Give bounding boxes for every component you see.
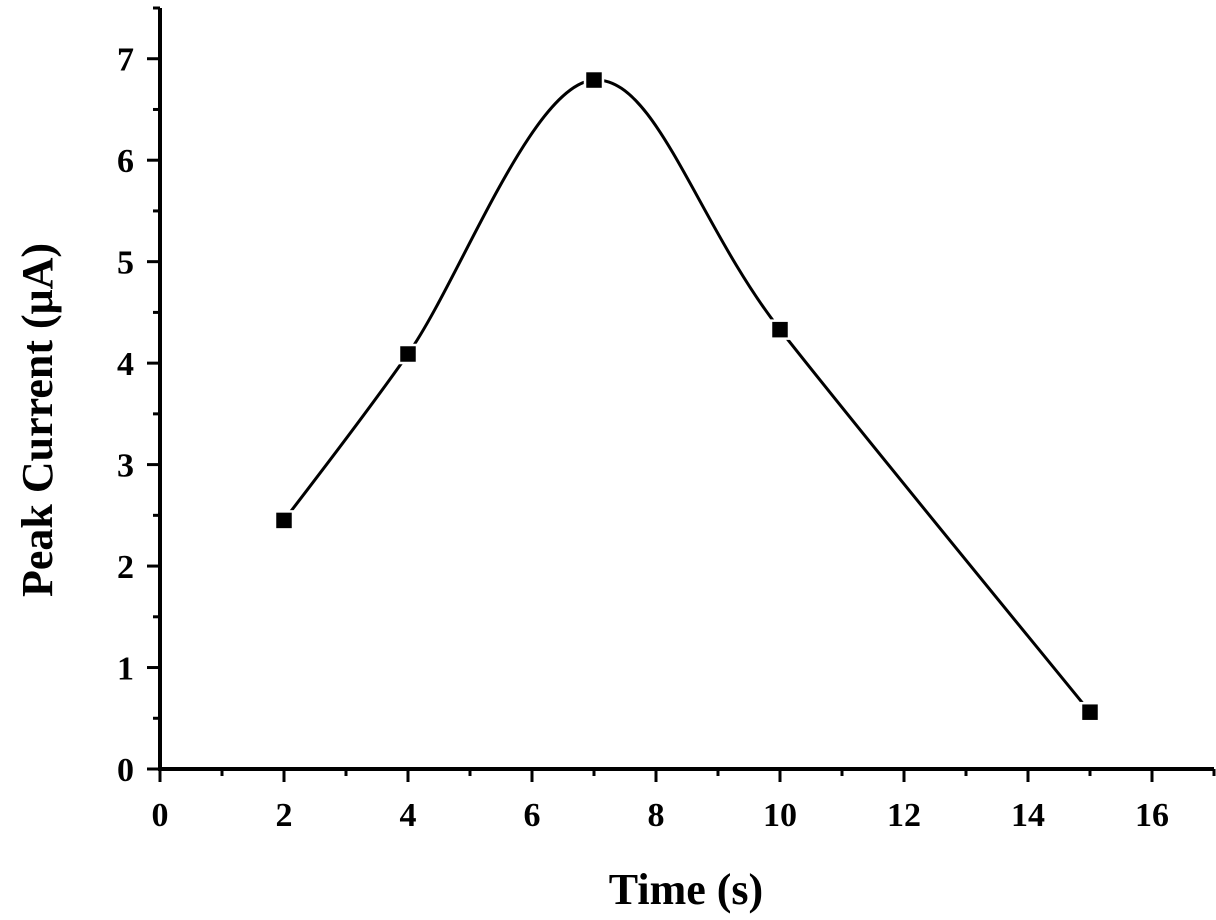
y-tick-label: 1 [117, 651, 134, 688]
data-point-marker [1079, 701, 1101, 723]
data-point-marker [583, 69, 605, 91]
x-axis-ticks: 0 2 4 6 8 10 12 14 16 [152, 769, 1216, 834]
y-tick-label: 0 [117, 752, 134, 789]
x-tick-label: 10 [763, 797, 797, 834]
data-point-marker [397, 343, 419, 365]
x-tick-label: 4 [400, 797, 417, 834]
x-tick-label: 16 [1135, 797, 1169, 834]
x-tick-label: 8 [648, 797, 665, 834]
y-axis-ticks: 0 1 2 3 4 5 6 7 [117, 6, 160, 789]
y-tick-label: 5 [117, 245, 134, 282]
series-line [282, 78, 1092, 714]
y-axis-title: Peak Current (μA) [13, 243, 62, 597]
x-tick-label: 14 [1011, 797, 1045, 834]
y-tick-label: 3 [117, 448, 134, 485]
x-axis-title: Time (s) [609, 865, 763, 914]
y-tick-label: 6 [117, 143, 134, 180]
x-tick-label: 6 [524, 797, 541, 834]
series-group [273, 69, 1101, 723]
x-tick-label: 12 [887, 797, 921, 834]
axes [158, 8, 1214, 771]
data-point-marker [273, 510, 295, 531]
y-tick-label: 2 [117, 549, 134, 586]
data-point-marker [769, 319, 791, 340]
x-tick-label: 2 [276, 797, 293, 834]
x-tick-label: 0 [152, 797, 169, 834]
y-tick-label: 7 [117, 42, 134, 79]
y-tick-label: 4 [117, 346, 134, 383]
